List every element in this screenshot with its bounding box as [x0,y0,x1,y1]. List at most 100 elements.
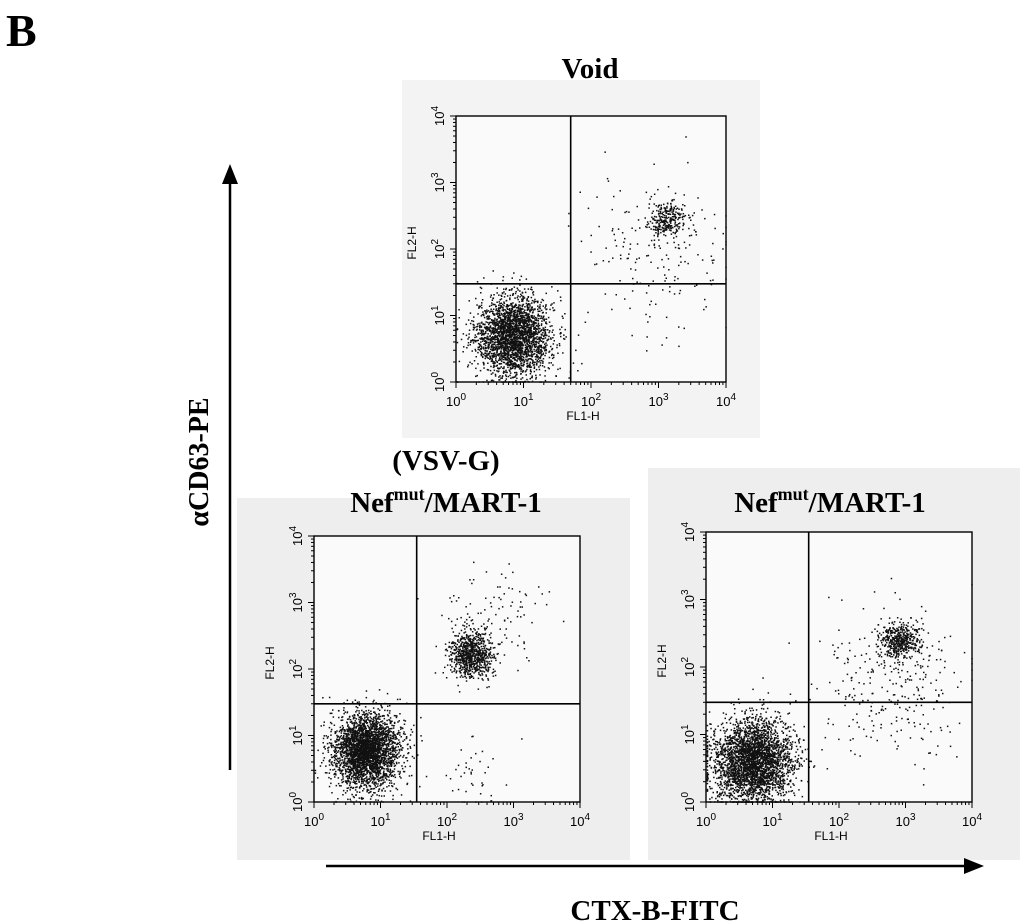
x-tick-base: 10 [446,394,460,409]
x-axis-label: FL1-H [422,829,455,843]
x-tick-exponent: 0 [460,392,466,403]
x-tick-exponent: 2 [595,392,601,403]
x-tick-base: 10 [829,814,843,829]
population-double-negative [456,270,587,383]
y-tick-label: 100 [680,792,697,812]
y-tick-label: 104 [680,522,697,542]
x-tick-label: 103 [648,392,668,409]
y-tick-label: 104 [288,526,305,546]
x-axis-arrow-head [964,858,984,874]
y-tick-label: 103 [288,592,305,612]
x-tick-base: 10 [570,814,584,829]
population-double-positive [868,617,934,670]
x-tick-base: 10 [304,814,318,829]
y-tick-label: 103 [430,172,447,192]
y-tick-label: 101 [680,724,697,744]
y-tick-exponent: 4 [288,526,299,532]
x-tick-base: 10 [503,814,517,829]
event-dots [706,577,973,803]
x-tick-exponent: 4 [584,812,590,823]
x-tick-base: 10 [696,814,710,829]
x-tick-label: 102 [581,392,601,409]
x-tick-exponent: 2 [451,812,457,823]
y-axis-label: FL2-H [263,646,277,679]
y-tick-base: 10 [432,112,447,126]
plot-2-title-line1: (VSV-G) [392,445,499,477]
y-tick-exponent: 2 [288,659,299,665]
x-tick-exponent: 3 [518,812,524,823]
x-tick-label: 100 [304,812,324,829]
y-tick-label: 102 [288,659,305,679]
x-tick-exponent: 0 [318,812,324,823]
x-axis-label: FL1-H [814,829,847,843]
y-tick-label: 102 [680,657,697,677]
population-scatter [417,561,565,672]
x-tick-exponent: 2 [843,812,849,823]
y-axis-label: FL2-H [405,226,419,259]
plot-2-title-line2: Nefmut/MART-1 [350,484,542,519]
y-tick-exponent: 0 [288,792,299,798]
plot-1-title: Void [562,53,619,85]
y-tick-exponent: 4 [430,106,441,112]
y-tick-label: 100 [430,372,447,392]
y-axis-arrow-head [222,164,238,184]
y-tick-exponent: 1 [430,305,441,311]
x-axis-label: FL1-H [566,409,599,423]
y-tick-label: 101 [430,305,447,325]
x-tick-exponent: 4 [730,392,736,403]
y-tick-base: 10 [290,665,305,679]
y-tick-base: 10 [682,730,697,744]
y-tick-base: 10 [682,663,697,677]
population-double-positive [434,613,501,693]
x-tick-base: 10 [716,394,730,409]
y-tick-base: 10 [682,528,697,542]
x-axis-title: CTX-B-FITC [570,895,739,924]
plot-3-title-nef: Nef [734,487,778,519]
y-tick-base: 10 [682,798,697,812]
x-tick-label: 103 [503,812,523,829]
x-tick-base: 10 [762,814,776,829]
x-tick-label: 104 [570,812,590,829]
plot-3-title-mut: mut [778,484,809,504]
y-tick-label: 103 [680,589,697,609]
x-tick-label: 104 [962,812,982,829]
y-tick-exponent: 1 [680,724,691,730]
y-tick-label: 102 [430,239,447,259]
y-tick-base: 10 [432,178,447,192]
y-axis-title: αCD63-PE [184,397,215,526]
population-double-negative [706,677,829,803]
axis-ticks [700,531,973,808]
x-tick-exponent: 1 [528,392,534,403]
plot-2-title-mart: /MART-1 [424,487,542,519]
y-tick-exponent: 3 [430,172,441,178]
y-tick-exponent: 0 [430,372,441,378]
y-tick-exponent: 0 [680,792,691,798]
x-tick-label: 103 [895,812,915,829]
x-tick-exponent: 3 [663,392,669,403]
event-dots [314,561,565,803]
plot-3-title-mart: /MART-1 [808,487,926,519]
y-tick-exponent: 2 [430,239,441,245]
y-tick-label: 101 [288,725,305,745]
y-tick-exponent: 3 [680,589,691,595]
y-axis-label: FL2-H [655,644,669,677]
y-tick-base: 10 [290,532,305,546]
plot-3-title: Nefmut/MART-1 [734,484,926,519]
x-tick-exponent: 4 [976,812,982,823]
x-tick-exponent: 1 [385,812,391,823]
y-tick-label: 104 [430,106,447,126]
y-tick-base: 10 [682,595,697,609]
y-tick-exponent: 3 [288,592,299,598]
x-tick-exponent: 0 [710,812,716,823]
y-tick-base: 10 [290,598,305,612]
x-tick-label: 102 [437,812,457,829]
x-tick-label: 102 [829,812,849,829]
x-tick-base: 10 [895,814,909,829]
y-tick-base: 10 [432,378,447,392]
y-tick-exponent: 1 [288,725,299,731]
plot-2-title-nef: Nef [350,487,394,519]
y-tick-base: 10 [432,311,447,325]
x-tick-base: 10 [513,394,527,409]
